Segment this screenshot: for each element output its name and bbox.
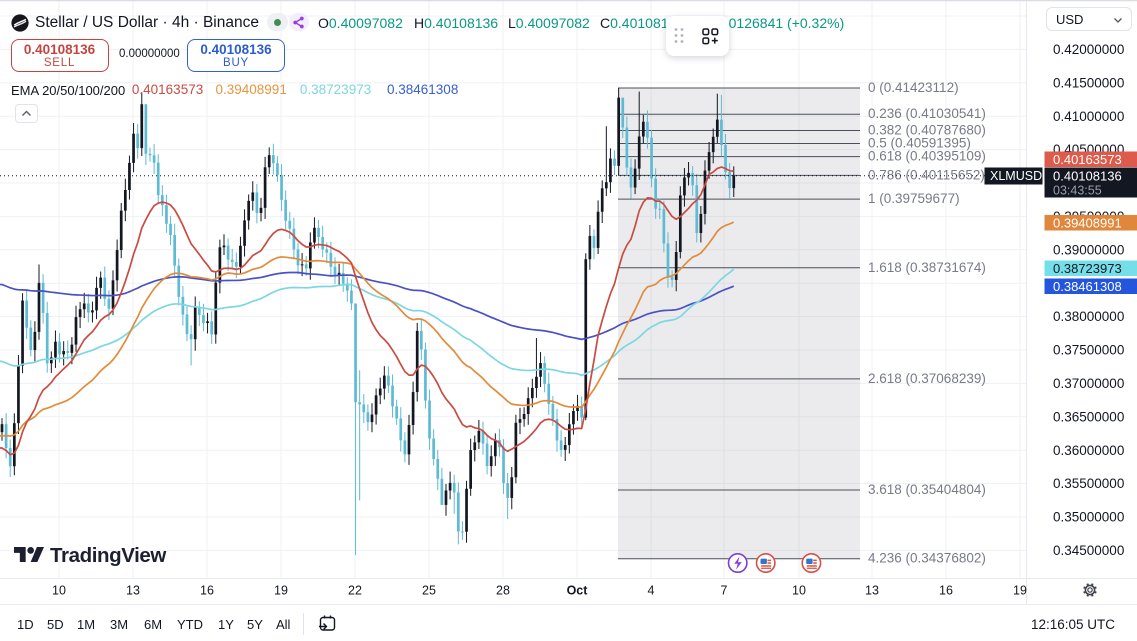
svg-text:19: 19 [1013,584,1027,598]
svg-text:22: 22 [348,584,362,598]
svg-text:1.618 (0.38731674): 1.618 (0.38731674) [868,260,986,275]
svg-text:TradingView: TradingView [50,544,166,567]
svg-text:0.38461308: 0.38461308 [1053,279,1122,294]
svg-text:7: 7 [721,584,728,598]
svg-text:3.618 (0.35404804): 3.618 (0.35404804) [868,482,986,497]
svg-text:2.618 (0.37068239): 2.618 (0.37068239) [868,371,986,386]
svg-text:0.41000000: 0.41000000 [1053,109,1124,124]
svg-text:0.38723973: 0.38723973 [1053,261,1122,276]
svg-text:0.36500000: 0.36500000 [1053,409,1124,424]
svg-text:0.38000000: 0.38000000 [1053,309,1124,324]
svg-text:25: 25 [422,584,436,598]
svg-text:0.39000000: 0.39000000 [1053,242,1124,257]
svg-text:19: 19 [274,584,288,598]
svg-text:4.236 (0.34376802): 4.236 (0.34376802) [868,551,986,566]
svg-text:28: 28 [496,584,510,598]
svg-text:0 (0.41423112): 0 (0.41423112) [868,80,959,95]
svg-text:0.5 (0.40591395): 0.5 (0.40591395) [868,136,971,151]
svg-text:0.36000000: 0.36000000 [1053,443,1124,458]
svg-text:03:43:55: 03:43:55 [1053,183,1102,197]
svg-text:0.40108136: 0.40108136 [1053,168,1122,183]
svg-text:0.382 (0.40787680): 0.382 (0.40787680) [868,122,986,137]
svg-text:0.35000000: 0.35000000 [1053,510,1124,525]
svg-text:4: 4 [648,584,655,598]
svg-text:13: 13 [126,584,140,598]
svg-text:0.39408991: 0.39408991 [1053,215,1122,230]
svg-text:0.236 (0.41030541): 0.236 (0.41030541) [868,106,986,121]
svg-text:0.34500000: 0.34500000 [1053,543,1124,558]
svg-text:0.35500000: 0.35500000 [1053,476,1124,491]
svg-text:Oct: Oct [567,584,589,598]
svg-text:16: 16 [939,584,953,598]
svg-text:16: 16 [200,584,214,598]
svg-text:0.37500000: 0.37500000 [1053,343,1124,358]
svg-text:XLMUSD: XLMUSD [990,169,1042,183]
svg-text:10: 10 [792,584,806,598]
svg-text:0.786 (0.40115652): 0.786 (0.40115652) [868,167,985,182]
svg-text:0.40163573: 0.40163573 [1053,152,1122,167]
svg-text:0.37000000: 0.37000000 [1053,376,1124,391]
svg-text:0.618 (0.40395109): 0.618 (0.40395109) [868,149,986,164]
svg-text:1 (0.39759677): 1 (0.39759677) [868,191,960,206]
svg-text:0.42000000: 0.42000000 [1053,42,1124,57]
svg-text:0.41500000: 0.41500000 [1053,75,1124,90]
svg-text:10: 10 [52,584,66,598]
svg-text:13: 13 [865,584,879,598]
